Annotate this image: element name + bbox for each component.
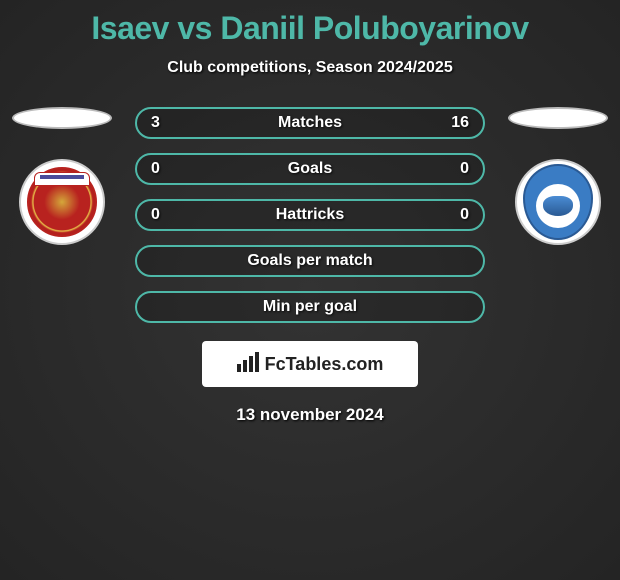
left-club-badge-art xyxy=(27,167,97,237)
date-text: 13 november 2024 xyxy=(0,405,620,425)
left-player-photo-placeholder xyxy=(12,107,112,129)
right-club-badge xyxy=(515,159,601,245)
watermark: FcTables.com xyxy=(202,341,418,387)
stat-right-value: 0 xyxy=(439,206,469,224)
stat-label: Matches xyxy=(278,114,342,132)
stat-bar-goals: 0 Goals 0 xyxy=(135,153,485,185)
stat-left-value: 0 xyxy=(151,206,181,224)
stat-label: Goals xyxy=(288,160,332,178)
stat-label: Min per goal xyxy=(263,298,357,316)
stat-left-value: 0 xyxy=(151,160,181,178)
stat-bar-min-per-goal: Min per goal xyxy=(135,291,485,323)
stat-right-value: 0 xyxy=(439,160,469,178)
bar-chart-icon xyxy=(237,352,259,377)
right-club-badge-art xyxy=(523,164,593,240)
stat-label: Hattricks xyxy=(276,206,344,224)
right-player-photo-placeholder xyxy=(508,107,608,129)
stat-left-value: 3 xyxy=(151,114,181,132)
watermark-text: FcTables.com xyxy=(265,354,384,375)
page-title: Isaev vs Daniil Poluboyarinov xyxy=(0,0,620,47)
stat-label: Goals per match xyxy=(247,252,372,270)
left-club-badge xyxy=(19,159,105,245)
right-player-column xyxy=(503,107,613,245)
stat-bar-matches: 3 Matches 16 xyxy=(135,107,485,139)
stat-bar-goals-per-match: Goals per match xyxy=(135,245,485,277)
comparison-row: 3 Matches 16 0 Goals 0 0 Hattricks 0 Goa… xyxy=(0,107,620,323)
stat-bar-hattricks: 0 Hattricks 0 xyxy=(135,199,485,231)
subtitle: Club competitions, Season 2024/2025 xyxy=(0,59,620,77)
stat-right-value: 16 xyxy=(439,114,469,132)
left-player-column xyxy=(7,107,117,245)
stats-column: 3 Matches 16 0 Goals 0 0 Hattricks 0 Goa… xyxy=(135,107,485,323)
